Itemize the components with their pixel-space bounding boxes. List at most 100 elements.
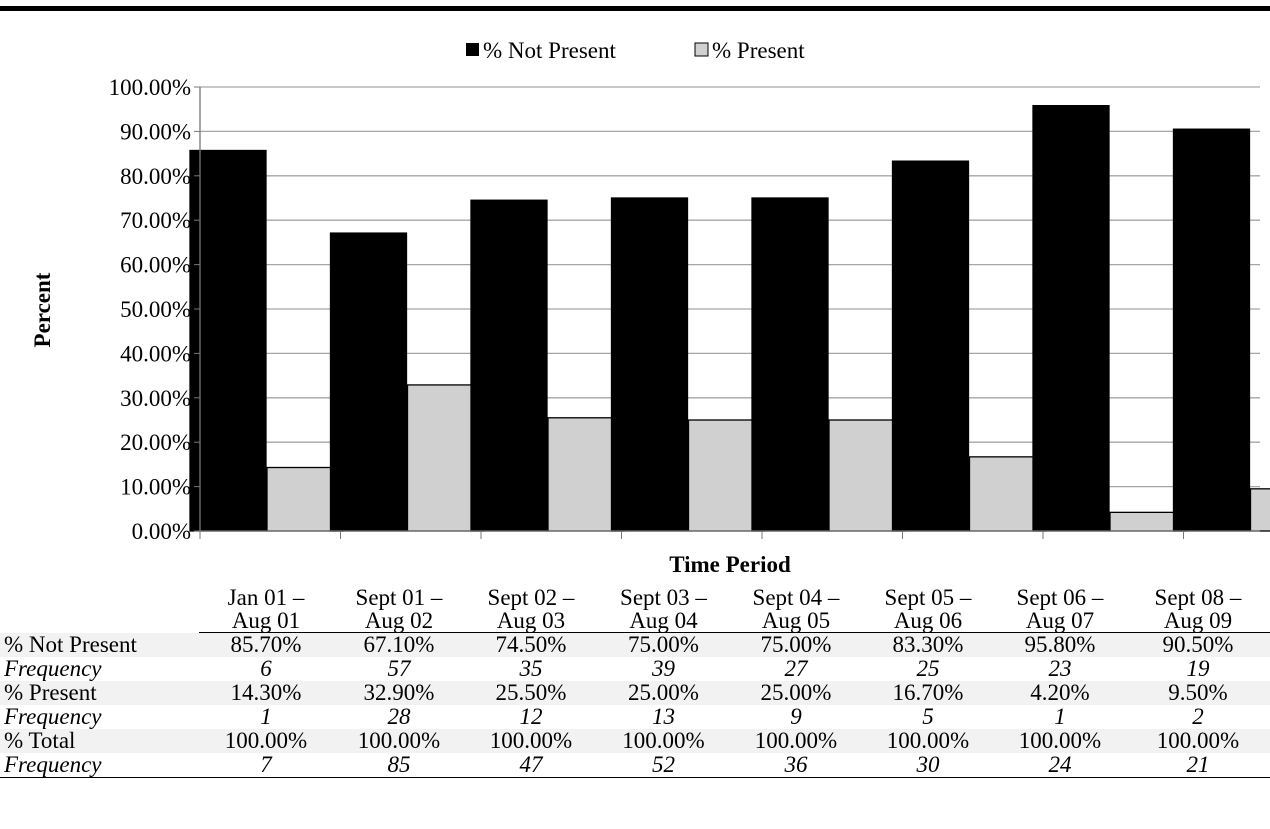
table-column-header: Sept 03 – Aug 04 <box>597 586 730 633</box>
column-header-line: Jan 01 – <box>227 585 305 610</box>
table-cell: 100.00% <box>199 729 333 753</box>
table-cell: 100.00% <box>1126 729 1270 753</box>
column-header-line: Sept 02 – <box>487 585 575 610</box>
table-cell: 5 <box>922 704 934 729</box>
table-cell: 1 <box>260 704 272 729</box>
table-cell: 74.50% <box>465 632 597 657</box>
table-column-header: Sept 04 – Aug 05 <box>730 586 862 633</box>
table-row: % Not Present 85.70% 67.10% 74.50% 75.00% 75.… <box>0 632 1270 657</box>
table-row: Frequency 1 28 12 13 9 5 1 2 <box>0 705 1270 729</box>
table-column-header: Jan 01 – Aug 01 <box>199 586 333 633</box>
table-cell: 1 <box>1054 704 1066 729</box>
axes <box>194 86 1260 539</box>
y-tick-label: 80.00% <box>120 164 191 189</box>
table-cell: 75.00% <box>597 632 730 657</box>
y-tick-label: 40.00% <box>120 341 191 366</box>
table-cell: 35 <box>519 656 543 681</box>
table-cell: 100.00% <box>730 729 862 753</box>
legend: % Not Present % Present <box>466 38 805 63</box>
table-column-header: Sept 08 – Aug 09 <box>1126 586 1270 633</box>
table-cell: 100.00% <box>465 729 597 753</box>
y-tick-label: 100.00% <box>109 75 191 100</box>
bar-not-present <box>1172 128 1251 532</box>
table-cell: 6 <box>260 656 272 681</box>
table-cell: 25.50% <box>465 681 597 705</box>
column-header-line: Sept 08 – <box>1154 585 1242 610</box>
table-cell: 39 <box>652 656 675 681</box>
legend-label-not-present: % Not Present <box>483 38 616 63</box>
legend-swatch-not-present <box>466 43 479 56</box>
legend-label-present: % Present <box>712 38 805 63</box>
table-cell: 25.00% <box>730 681 862 705</box>
column-header-line: Aug 01 <box>231 608 301 633</box>
table-cell: 12 <box>519 704 543 729</box>
table-cell: 21 <box>1126 753 1270 778</box>
bar-not-present <box>470 199 548 532</box>
row-label: % Total <box>0 729 199 753</box>
table-cell: 47 <box>465 753 597 778</box>
table-cell: 100.00% <box>994 729 1126 753</box>
y-tick-label: 70.00% <box>120 208 191 233</box>
table-cell: 19 <box>1186 656 1210 681</box>
table-cell: 14.30% <box>199 681 333 705</box>
column-header-line: Sept 03 – <box>620 585 707 610</box>
row-label: Frequency <box>4 704 102 729</box>
row-label: % Present <box>0 681 199 705</box>
y-axis-title: Percent <box>30 272 55 347</box>
bar-not-present <box>329 232 408 532</box>
column-header-line: Sept 01 – <box>355 585 443 610</box>
table-cell: 13 <box>652 704 675 729</box>
table-cell: 28 <box>387 704 411 729</box>
y-tick-label: 0.00% <box>132 519 191 544</box>
table-body: % Not Present 85.70% 67.10% 74.50% 75.00% 75.… <box>0 632 1270 778</box>
table-row: Frequency 6 57 35 39 27 25 23 19 <box>0 657 1270 681</box>
table-cell: 23 <box>1048 656 1072 681</box>
bar-not-present <box>891 160 970 532</box>
table-cell: 27 <box>784 656 808 681</box>
table-column-header: Sept 06 – Aug 07 <box>994 586 1126 633</box>
table-corner <box>0 586 199 633</box>
table-cell: 2 <box>1192 704 1204 729</box>
bar-present <box>1249 488 1270 532</box>
bar-chart: % Not Present % Present 0.00% 10.00% 20.00… <box>30 38 1270 577</box>
table-cell: 100.00% <box>862 729 994 753</box>
table-cell: 9 <box>790 704 802 729</box>
column-header-line: Aug 09 <box>1163 608 1233 633</box>
y-tick-label: 50.00% <box>120 297 191 322</box>
table-cell: 7 <box>199 753 333 778</box>
table-row: % Present 14.30% 32.90% 25.50% 25.00% 25.00% 1… <box>0 681 1270 705</box>
x-axis-title: Time Period <box>669 552 791 577</box>
table-cell: 52 <box>597 753 730 778</box>
legend-swatch-present <box>694 42 709 57</box>
row-label: Frequency <box>4 656 102 681</box>
bar-not-present <box>610 197 689 532</box>
table-cell: 85.70% <box>199 632 333 657</box>
column-header-line: Sept 04 – <box>752 585 840 610</box>
table-cell: 100.00% <box>597 729 730 753</box>
table-cell: 85 <box>333 753 465 778</box>
table-cell: 100.00% <box>333 729 465 753</box>
bars <box>189 104 1270 532</box>
table-cell: 67.10% <box>333 632 465 657</box>
row-label: % Not Present <box>0 632 199 657</box>
table-cell: 83.30% <box>862 632 994 657</box>
table-cell: 57 <box>387 656 411 681</box>
column-header-line: Aug 03 <box>496 608 566 633</box>
y-tick-label: 20.00% <box>120 430 191 455</box>
table-cell: 30 <box>862 753 994 778</box>
y-tick-label: 30.00% <box>120 386 191 411</box>
y-tick-label: 90.00% <box>120 119 191 144</box>
table-column-header: Sept 02 – Aug 03 <box>465 586 597 633</box>
table-cell: 24 <box>994 753 1126 778</box>
column-header-line: Sept 06 – <box>1016 585 1104 610</box>
column-header-line: Aug 02 <box>364 608 434 633</box>
y-tick-label: 10.00% <box>120 475 191 500</box>
y-axis-tick-labels: 0.00% 10.00% 20.00% 30.00% 40.00% 50.00% 60.00… <box>109 75 191 544</box>
column-header-line: Aug 05 <box>761 608 831 633</box>
row-label: Frequency <box>0 753 199 778</box>
table-cell: 90.50% <box>1126 632 1270 657</box>
table-cell: 75.00% <box>730 632 862 657</box>
table-cell: 9.50% <box>1126 681 1270 705</box>
table-cell: 25.00% <box>597 681 730 705</box>
bar-not-present <box>189 149 267 532</box>
